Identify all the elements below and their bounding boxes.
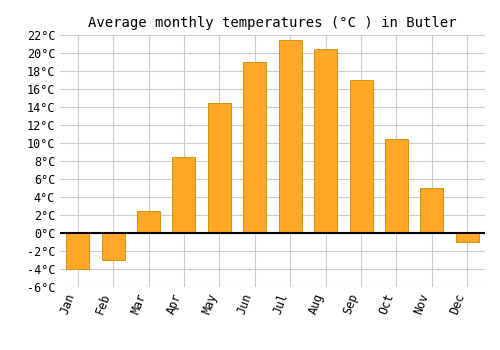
Bar — [208, 103, 231, 233]
Bar — [172, 156, 196, 233]
Bar — [456, 233, 479, 242]
Bar — [350, 80, 372, 233]
Bar — [420, 188, 444, 233]
Bar — [137, 210, 160, 233]
Title: Average monthly temperatures (°C ) in Butler: Average monthly temperatures (°C ) in Bu… — [88, 16, 457, 30]
Bar — [102, 233, 124, 260]
Bar — [278, 40, 301, 233]
Bar — [385, 139, 408, 233]
Bar — [66, 233, 89, 269]
Bar — [314, 49, 337, 233]
Bar — [244, 62, 266, 233]
